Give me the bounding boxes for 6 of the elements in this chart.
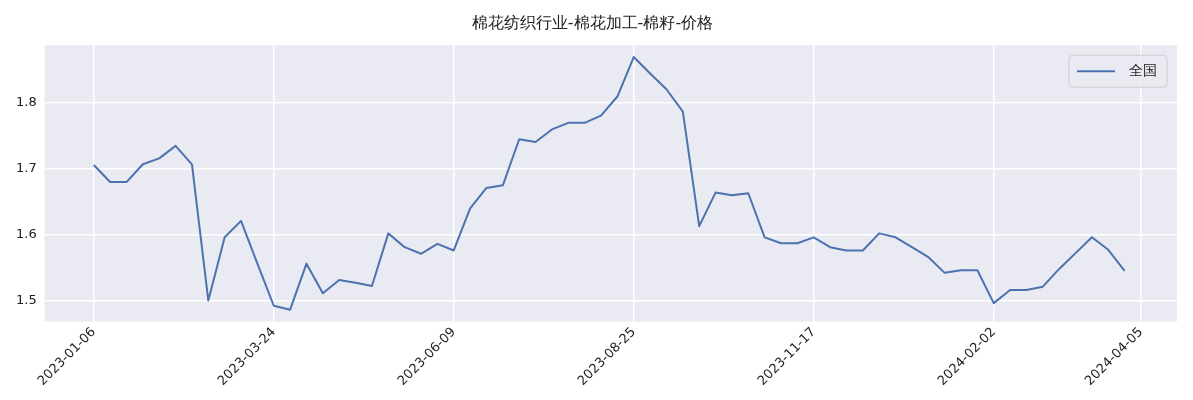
y-tick-label: 1.8 — [15, 94, 37, 110]
y-tick-label: 1.7 — [15, 160, 37, 176]
chart-title: 棉花纺织行业-棉花加工-棉籽-价格 — [471, 12, 714, 32]
legend-label: 全国 — [1129, 61, 1157, 78]
y-tick-label: 1.6 — [15, 226, 37, 242]
y-tick-label: 1.5 — [15, 291, 37, 307]
